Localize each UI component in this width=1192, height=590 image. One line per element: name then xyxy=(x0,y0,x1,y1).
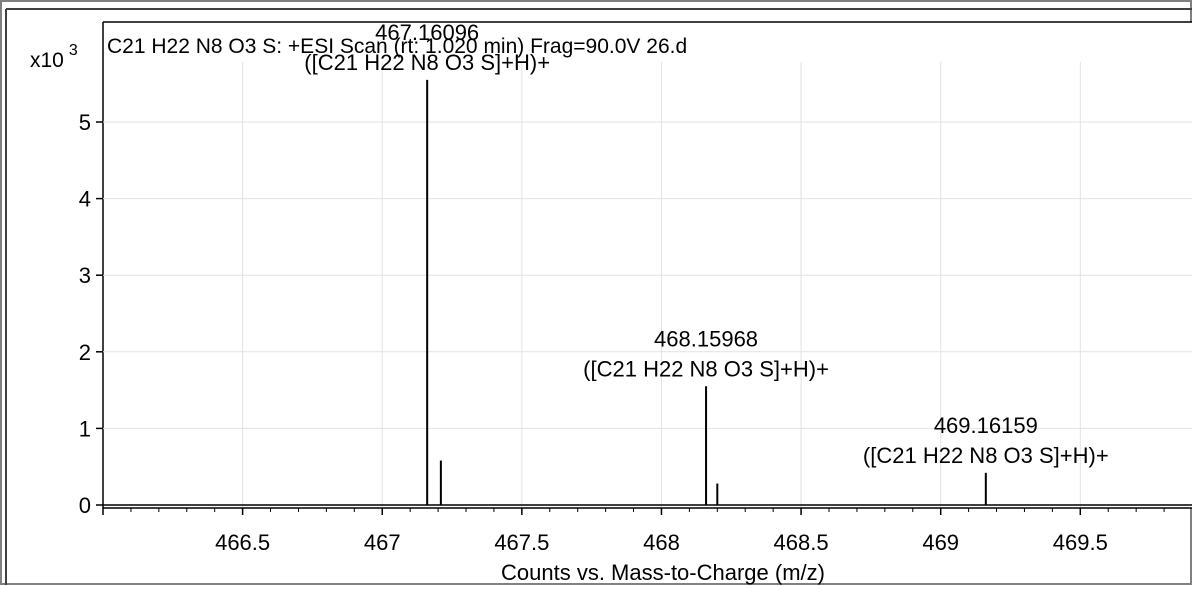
plot-area: 466.5 467 467.5 468 468.5 469 469.5 0 1 2 3 4 5 467.1… xyxy=(79,20,1192,555)
peak-mz-label: 468.15968 xyxy=(654,326,758,351)
x-tick-label: 469 xyxy=(922,530,959,555)
y-tick-label: 4 xyxy=(79,187,91,212)
y-multiplier-exponent: 3 xyxy=(69,42,78,59)
y-tick-label: 2 xyxy=(79,340,91,365)
y-tick-label: 0 xyxy=(79,493,91,518)
x-tick-label: 467 xyxy=(364,530,401,555)
x-axis-label: Counts vs. Mass-to-Charge (m/z) xyxy=(501,560,825,585)
peak-mz-label: 467.16096 xyxy=(375,20,479,45)
x-tick-label: 468.5 xyxy=(774,530,829,555)
y-multiplier-base: x10 xyxy=(30,49,64,72)
plot-background xyxy=(103,22,1192,508)
y-tick-label: 5 xyxy=(79,110,91,135)
y-tick-label: 3 xyxy=(79,263,91,288)
y-tick-label: 1 xyxy=(79,416,91,441)
x-tick-label: 466.5 xyxy=(215,530,270,555)
peak-ion-label: ([C21 H22 N8 O3 S]+H)+ xyxy=(304,50,550,75)
y-multiplier-label: x10 3 xyxy=(30,42,78,72)
x-tick-label: 468 xyxy=(643,530,680,555)
peak-ion-label: ([C21 H22 N8 O3 S]+H)+ xyxy=(583,356,829,381)
x-tick-label: 469.5 xyxy=(1053,530,1108,555)
chart-title: C21 H22 N8 O3 S: +ESI Scan (rt: 1.020 mi… xyxy=(107,35,687,58)
peak-ion-label: ([C21 H22 N8 O3 S]+H)+ xyxy=(863,443,1109,468)
x-tick-label: 467.5 xyxy=(494,530,549,555)
peak-mz-label: 469.16159 xyxy=(934,413,1038,438)
